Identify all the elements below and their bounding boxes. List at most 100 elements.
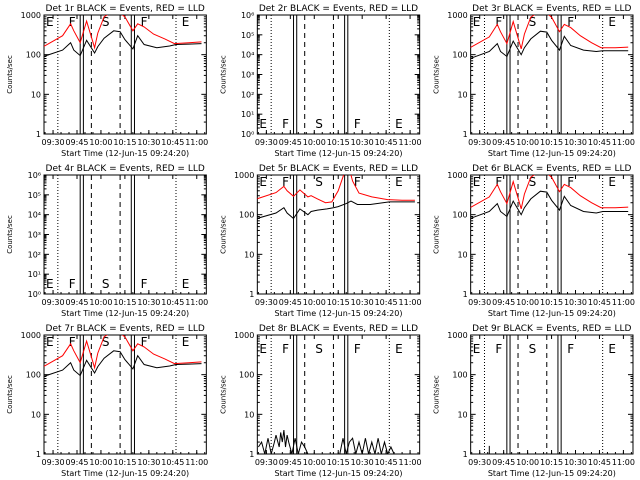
series-lld-line: [470, 15, 629, 50]
region-letter: E: [608, 342, 616, 356]
x-tick-label: 10:15: [327, 458, 350, 467]
x-tick-label: 10:30: [137, 138, 160, 147]
detector-panel: Det 1r BLACK = Events, RED = LLD Counts/s…: [6, 4, 208, 158]
y-tick-label: 10: [244, 410, 254, 419]
x-tick-label: 10:00: [516, 458, 539, 467]
x-tick-label: 10:45: [375, 138, 398, 147]
x-tick-label: 10:30: [137, 298, 160, 307]
panel-title: Det 4r BLACK = Events, RED = LLD: [46, 164, 205, 174]
x-tick-label: 09:30: [468, 298, 491, 307]
detector-panel: Det 2r BLACK = Events, RED = LLD Counts/s…: [219, 4, 421, 158]
panel-title: Det 3r BLACK = Events, RED = LLD: [472, 4, 631, 14]
x-tick-label: 11:00: [185, 138, 208, 147]
x-tick-label: 10:45: [588, 298, 611, 307]
y-tick-label: 10: [244, 250, 254, 259]
region-letter: S: [102, 335, 110, 349]
y-axis-label: Counts/sec: [433, 55, 441, 94]
region-letter: F: [354, 175, 361, 189]
y-tick-label: 1: [36, 450, 41, 459]
x-tick-label: 11:00: [399, 458, 422, 467]
region-letter: E: [46, 335, 54, 349]
x-tick-label: 10:15: [540, 138, 563, 147]
x-tick-label: 09:45: [279, 458, 302, 467]
x-tick-label: 09:30: [42, 458, 65, 467]
region-letter: S: [315, 342, 323, 356]
y-tick-label: 1000: [21, 11, 41, 20]
y-tick-label: 1: [463, 450, 468, 459]
x-tick-label: 10:00: [516, 138, 539, 147]
y-tick-label: 10: [457, 250, 467, 259]
region-letter: E: [395, 342, 403, 356]
panel-title: Det 8r BLACK = Events, RED = LLD: [259, 324, 418, 334]
y-tick-label: 100: [452, 211, 467, 220]
x-tick-label: 09:30: [255, 138, 278, 147]
y-tick-label: 10⁰: [28, 290, 41, 299]
x-tick-label: 10:15: [540, 298, 563, 307]
series-events-line: [470, 190, 629, 219]
x-tick-label: 10:00: [89, 458, 112, 467]
x-tick-label: 10:00: [516, 298, 539, 307]
x-tick-label: 09:30: [42, 138, 65, 147]
y-tick-label: 1000: [447, 11, 467, 20]
region-letter: S: [102, 15, 110, 29]
region-letter: E: [259, 117, 267, 131]
x-tick-label: 11:00: [399, 298, 422, 307]
x-tick-label: 10:00: [303, 458, 326, 467]
region-letter: F: [495, 342, 502, 356]
x-tick-label: 10:45: [588, 138, 611, 147]
x-tick-label: 10:00: [89, 298, 112, 307]
x-tick-label: 09:45: [492, 458, 515, 467]
x-tick-label: 09:45: [65, 298, 88, 307]
y-tick-label: 10⁰: [241, 130, 254, 139]
y-tick-label: 10²: [28, 250, 41, 259]
plot-frame: [470, 14, 634, 135]
detector-panel: Det 5r BLACK = Events, RED = LLD Counts/s…: [219, 164, 422, 318]
x-tick-label: 11:00: [612, 138, 635, 147]
x-tick-label: 09:30: [468, 458, 491, 467]
y-tick-label: 100: [26, 51, 41, 60]
series-events-line: [44, 350, 202, 377]
detector-panel: Det 6r BLACK = Events, RED = LLD Counts/s…: [433, 164, 635, 318]
x-tick-label: 10:45: [375, 298, 398, 307]
x-tick-label: 10:30: [564, 458, 587, 467]
panel-title: Det 9r BLACK = Events, RED = LLD: [472, 324, 631, 334]
region-letter: F: [141, 277, 148, 291]
region-letter: E: [608, 175, 616, 189]
y-tick-label: 1: [463, 290, 468, 299]
detector-panel: Det 4r BLACK = Events, RED = LLD Counts/s…: [6, 164, 208, 318]
x-axis-label: Start Time (12-Jun-15 09:24:20): [274, 309, 402, 318]
y-tick-label: 1: [463, 130, 468, 139]
x-axis-label: Start Time (12-Jun-15 09:24:20): [488, 309, 616, 318]
x-tick-label: 10:15: [327, 298, 350, 307]
panel-title: Det 5r BLACK = Events, RED = LLD: [259, 164, 418, 174]
x-tick-label: 10:30: [351, 458, 374, 467]
x-tick-label: 10:15: [113, 138, 136, 147]
x-tick-label: 10:15: [540, 458, 563, 467]
region-letter: F: [141, 335, 148, 349]
region-letter: E: [182, 15, 190, 29]
y-axis-label: Counts/sec: [219, 215, 227, 254]
x-tick-label: 10:00: [89, 138, 112, 147]
series-events-line: [257, 430, 398, 454]
series-lld-line: [44, 15, 202, 50]
x-tick-label: 10:30: [351, 138, 374, 147]
x-tick-label: 11:00: [185, 458, 208, 467]
region-letter: F: [69, 335, 76, 349]
detector-panel: Det 3r BLACK = Events, RED = LLD Counts/s…: [433, 4, 635, 158]
region-letter: E: [473, 342, 481, 356]
region-letter: E: [473, 175, 481, 189]
region-letter: E: [259, 175, 267, 189]
region-letter: F: [282, 117, 289, 131]
y-tick-label: 1000: [447, 331, 467, 340]
y-tick-label: 10⁴: [28, 211, 41, 220]
plot-frame: [256, 174, 421, 295]
x-tick-label: 09:45: [492, 138, 515, 147]
x-tick-label: 10:30: [351, 298, 374, 307]
region-letter: E: [46, 277, 54, 291]
x-axis-label: Start Time (12-Jun-15 09:24:20): [488, 469, 616, 478]
y-tick-label: 1000: [447, 171, 467, 180]
x-axis-label: Start Time (12-Jun-15 09:24:20): [274, 469, 402, 478]
plot-frame: [470, 174, 634, 295]
panel-title: Det 2r BLACK = Events, RED = LLD: [259, 4, 418, 14]
plot-frame: [43, 334, 207, 455]
